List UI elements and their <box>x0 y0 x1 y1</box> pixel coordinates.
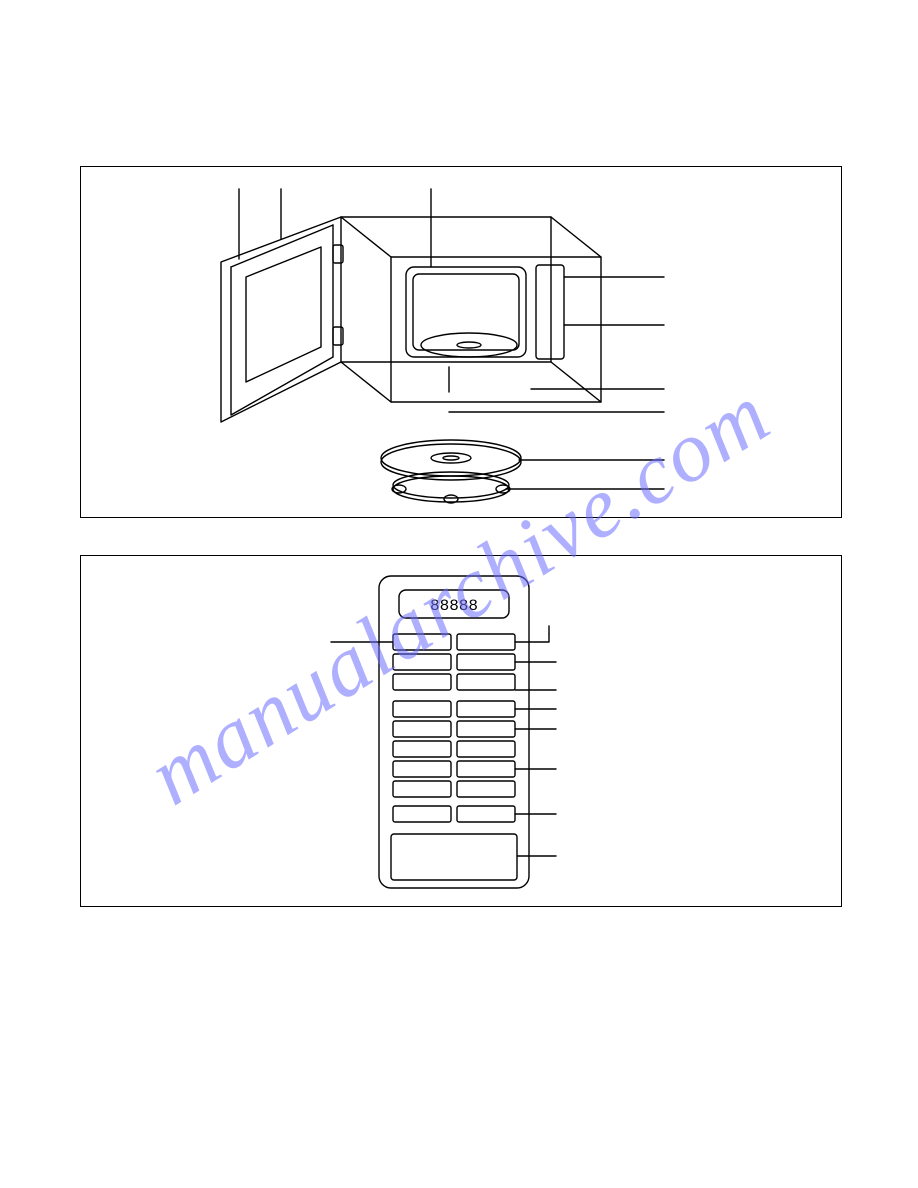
top-figure-box <box>80 166 842 518</box>
document-page: 88888 <box>0 0 918 1188</box>
control-panel-diagram: 88888 <box>81 556 841 906</box>
display-digits: 88888 <box>430 597 478 615</box>
bottom-figure-box: 88888 <box>80 555 842 907</box>
microwave-diagram <box>81 167 841 517</box>
